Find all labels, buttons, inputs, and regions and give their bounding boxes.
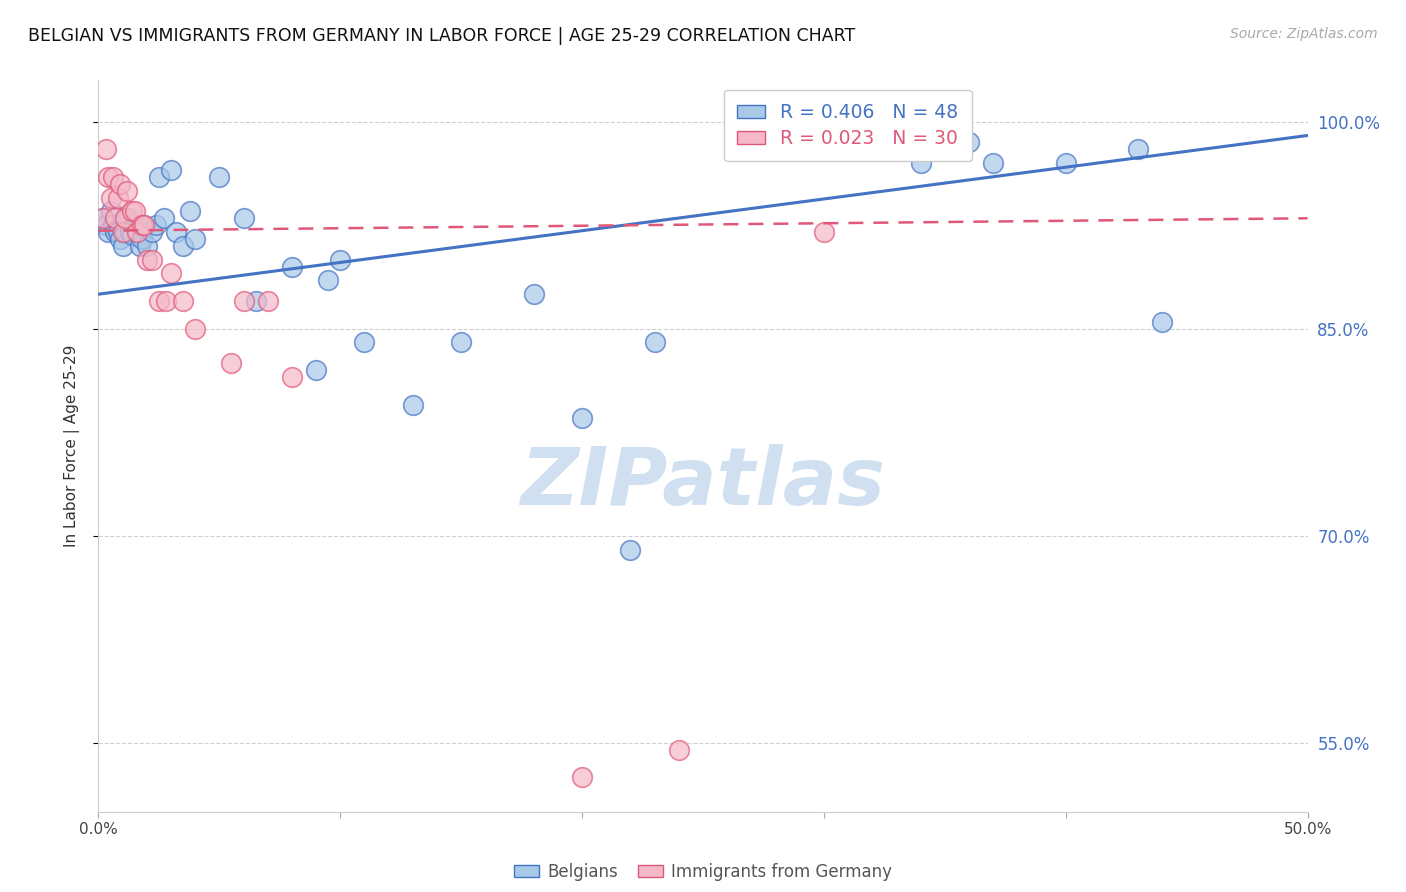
- Point: [981, 156, 1004, 170]
- Point: [957, 136, 980, 150]
- Point: [135, 239, 157, 253]
- Point: [94, 218, 117, 232]
- Point: [172, 239, 194, 253]
- Point: [104, 211, 127, 226]
- Point: [184, 321, 207, 335]
- Point: [316, 273, 339, 287]
- Point: [121, 204, 143, 219]
- Point: [121, 227, 143, 242]
- Point: [184, 232, 207, 246]
- Point: [118, 225, 141, 239]
- Point: [208, 169, 231, 184]
- Point: [245, 294, 267, 309]
- Point: [91, 211, 114, 226]
- Point: [232, 294, 254, 309]
- Point: [124, 204, 146, 219]
- Point: [141, 252, 163, 267]
- Point: [131, 232, 153, 246]
- Point: [111, 225, 134, 239]
- Point: [402, 398, 425, 412]
- Point: [571, 770, 593, 784]
- Point: [644, 335, 666, 350]
- Point: [131, 218, 153, 232]
- Point: [148, 294, 170, 309]
- Point: [101, 218, 124, 232]
- Point: [305, 363, 328, 377]
- Point: [221, 356, 243, 370]
- Point: [165, 225, 187, 239]
- Point: [117, 184, 139, 198]
- Point: [256, 294, 278, 309]
- Point: [107, 225, 129, 239]
- Point: [114, 211, 136, 226]
- Point: [108, 177, 131, 191]
- Point: [668, 742, 690, 756]
- Point: [97, 225, 120, 239]
- Point: [152, 211, 174, 226]
- Point: [91, 211, 114, 226]
- Point: [145, 218, 167, 232]
- Point: [1054, 156, 1077, 170]
- Point: [134, 218, 156, 232]
- Point: [117, 211, 139, 226]
- Text: ZIPatlas: ZIPatlas: [520, 443, 886, 522]
- Point: [179, 204, 201, 219]
- Text: Source: ZipAtlas.com: Source: ZipAtlas.com: [1230, 27, 1378, 41]
- Point: [124, 218, 146, 232]
- Point: [523, 287, 546, 301]
- Point: [141, 225, 163, 239]
- Point: [128, 239, 150, 253]
- Point: [160, 267, 183, 281]
- Point: [281, 260, 304, 274]
- Point: [127, 225, 149, 239]
- Point: [619, 542, 641, 557]
- Point: [281, 370, 304, 384]
- Point: [148, 169, 170, 184]
- Y-axis label: In Labor Force | Age 25-29: In Labor Force | Age 25-29: [65, 345, 80, 547]
- Point: [134, 218, 156, 232]
- Point: [135, 252, 157, 267]
- Point: [108, 232, 131, 246]
- Legend: Belgians, Immigrants from Germany: Belgians, Immigrants from Germany: [508, 856, 898, 888]
- Point: [329, 252, 352, 267]
- Point: [107, 191, 129, 205]
- Point: [1152, 315, 1174, 329]
- Point: [813, 225, 835, 239]
- Point: [571, 411, 593, 425]
- Point: [111, 239, 134, 253]
- Point: [104, 225, 127, 239]
- Point: [127, 225, 149, 239]
- Point: [172, 294, 194, 309]
- Point: [1128, 142, 1150, 156]
- Point: [101, 169, 124, 184]
- Text: BELGIAN VS IMMIGRANTS FROM GERMANY IN LABOR FORCE | AGE 25-29 CORRELATION CHART: BELGIAN VS IMMIGRANTS FROM GERMANY IN LA…: [28, 27, 855, 45]
- Point: [97, 169, 120, 184]
- Point: [94, 142, 117, 156]
- Point: [100, 191, 122, 205]
- Point: [100, 204, 122, 219]
- Point: [910, 156, 932, 170]
- Point: [232, 211, 254, 226]
- Point: [160, 163, 183, 178]
- Point: [450, 335, 472, 350]
- Point: [114, 225, 136, 239]
- Point: [353, 335, 375, 350]
- Point: [155, 294, 177, 309]
